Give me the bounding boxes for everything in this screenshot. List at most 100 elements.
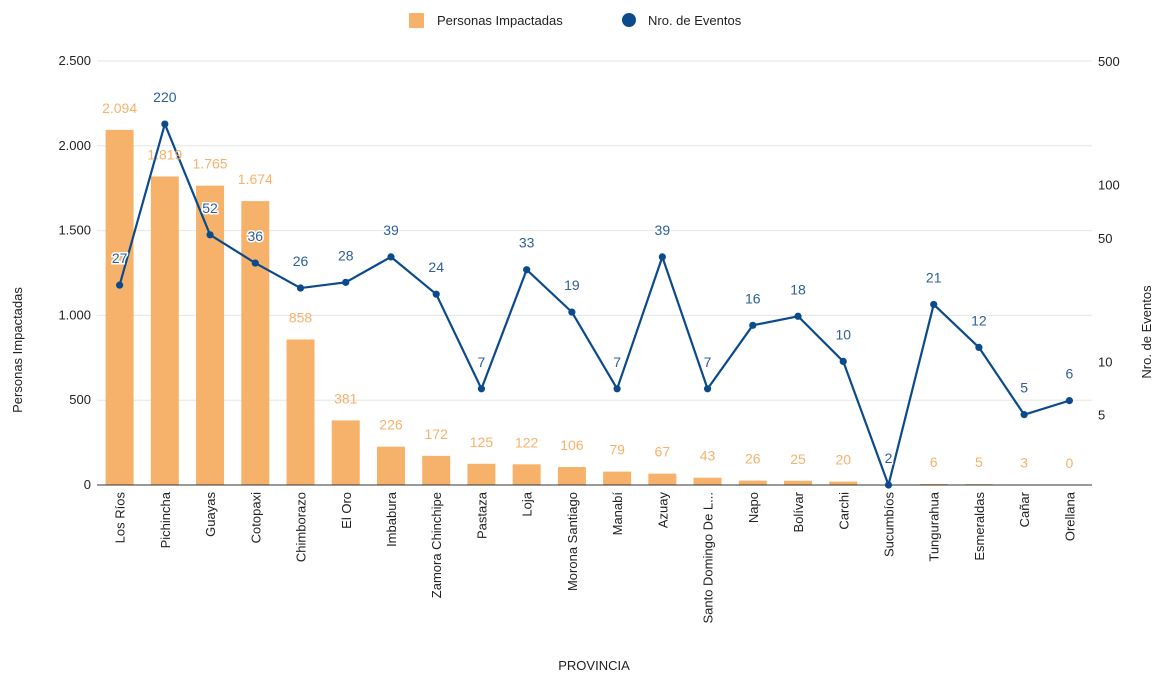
bar [784, 480, 813, 485]
event-value-label: 24 [428, 259, 444, 275]
bar-value-label: 43 [700, 448, 716, 464]
event-value-label: 5 [1020, 380, 1028, 396]
y2-tick-label: 50 [1098, 231, 1112, 246]
event-point [116, 281, 124, 289]
y-tick-label: 1.500 [58, 223, 91, 238]
event-value-label: 39 [383, 222, 399, 238]
x-tick-label: Guayas [203, 492, 218, 537]
event-value-label: 28 [338, 247, 354, 263]
legend-line-swatch [622, 13, 636, 27]
bar [829, 481, 858, 485]
bar [467, 463, 496, 485]
legend-bar-label: Personas Impactadas [437, 13, 563, 28]
bar-value-label: 0 [1065, 455, 1073, 471]
event-value-label: 33 [519, 235, 535, 251]
bar [512, 464, 541, 485]
x-tick-label: Cañar [1017, 491, 1032, 527]
event-point [975, 343, 983, 352]
x-tick-label: Sucumbíos [881, 492, 896, 558]
event-point [477, 385, 486, 393]
bar [603, 471, 632, 485]
x-tick-label: Morona Santiago [565, 492, 580, 591]
bar [331, 420, 360, 485]
event-point [251, 259, 259, 267]
x-tick-label: Zamora Chinchipe [429, 492, 444, 598]
x-axis-ticks: Los Ríos Pichincha Guayas Cotopaxi Chimboraz… [113, 491, 1078, 623]
event-point [930, 300, 938, 309]
bar-value-label: 381 [334, 390, 358, 406]
event-point [658, 253, 666, 261]
legend: Personas Impactadas Nro. de Eventos [409, 13, 742, 28]
bar-value-label: 26 [745, 451, 761, 467]
event-value-label: 18 [790, 281, 806, 297]
bar-value-label: 1.819 [147, 146, 182, 162]
x-tick-label: Orellana [1062, 491, 1077, 541]
event-point [1065, 397, 1073, 405]
y2-tick-label: 500 [1098, 54, 1120, 69]
bar-value-label: 6 [930, 454, 938, 470]
x-axis-title: PROVINCIA [558, 658, 630, 673]
x-tick-label: Loja [520, 491, 535, 516]
bar-value-label: 2.094 [102, 100, 137, 116]
event-point [342, 278, 350, 286]
event-value-label: 7 [478, 354, 486, 370]
right-axis-ticks: 5 10 50 100 500 [1098, 54, 1120, 423]
event-point [839, 357, 847, 366]
event-value-label: 27 [112, 250, 128, 266]
y-tick-label: 500 [69, 392, 91, 407]
bar-value-label: 67 [655, 444, 671, 460]
event-value-label: 16 [745, 290, 761, 306]
y-tick-label: 2.000 [58, 138, 91, 153]
bar [196, 185, 225, 485]
event-point [387, 253, 395, 261]
bar [648, 473, 677, 485]
event-value-label: 7 [704, 354, 712, 370]
left-axis-ticks: 0 500 1.000 1.500 2.000 2.500 [58, 53, 91, 492]
event-value-label: 220 [153, 89, 177, 105]
event-value-label: 6 [1065, 366, 1073, 382]
event-point [749, 321, 757, 329]
x-tick-label: Bolívar [791, 491, 806, 532]
bar-value-label: 172 [425, 426, 449, 442]
y-tick-label: 2.500 [58, 53, 91, 68]
x-tick-label: Pastaza [474, 491, 489, 539]
event-value-label: 2 [885, 450, 893, 466]
bar-value-label: 25 [790, 451, 806, 467]
bar-series [105, 129, 1039, 485]
event-point [794, 312, 802, 320]
event-point [1020, 411, 1028, 419]
event-point [432, 290, 440, 298]
events-line [118, 122, 1070, 487]
y-tick-label: 1.000 [58, 307, 91, 322]
bar [286, 339, 315, 485]
y2-tick-label: 5 [1098, 408, 1105, 423]
x-tick-label: Chimborazo [294, 492, 309, 562]
y-axis-title: Personas Impactadas [10, 287, 25, 413]
y2-tick-label: 100 [1098, 178, 1120, 193]
bar [105, 129, 134, 485]
bar-value-label: 858 [289, 309, 313, 325]
x-tick-label: Carchi [836, 492, 851, 530]
bar-value-label: 226 [379, 417, 403, 433]
x-tick-label: Santo Domingo De L... [701, 492, 716, 624]
event-point [613, 385, 621, 393]
event-value-label: 7 [613, 354, 621, 370]
x-tick-label: Esmeraldas [972, 492, 987, 561]
event-point [884, 481, 893, 489]
x-tick-label: Cotopaxi [248, 492, 263, 543]
bar [919, 483, 948, 485]
x-tick-label: Tungurahua [927, 491, 942, 561]
bar [557, 467, 586, 485]
x-tick-label: Napo [746, 492, 761, 523]
event-point [523, 266, 531, 274]
bar-value-label: 122 [515, 434, 539, 450]
bar-value-label: 5 [975, 454, 983, 470]
bar [422, 455, 451, 485]
bar-value-label: 1.674 [238, 171, 273, 187]
line-series [116, 120, 1073, 489]
bar [150, 176, 179, 485]
y-tick-label: 0 [84, 477, 91, 492]
event-point [206, 231, 214, 239]
legend-bar-swatch [409, 13, 424, 28]
